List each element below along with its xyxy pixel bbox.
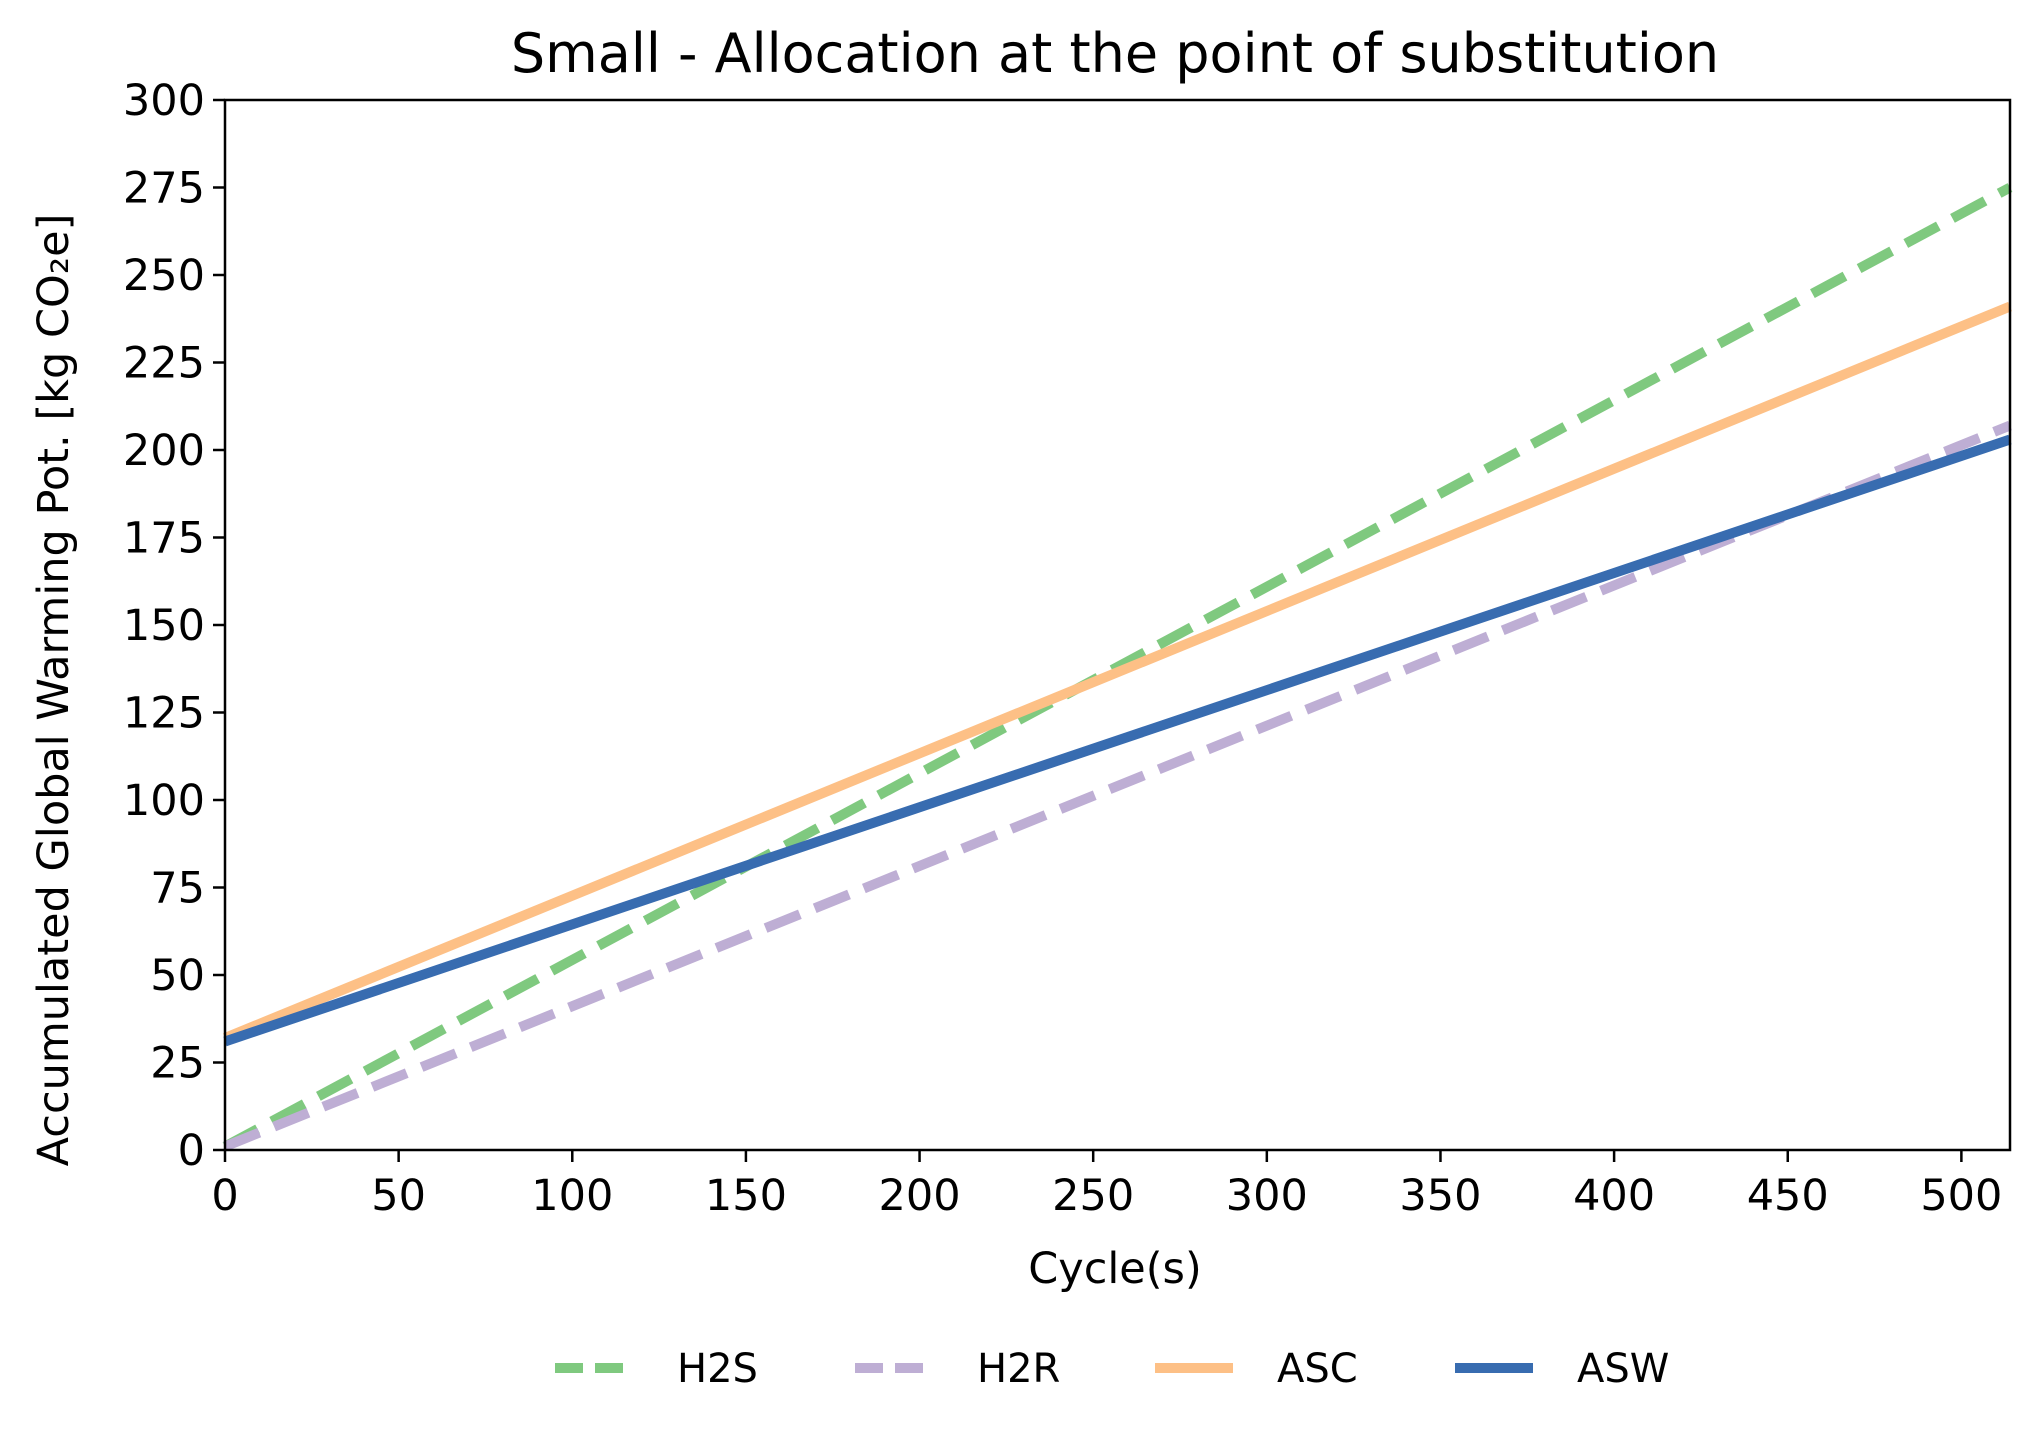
y-axis: 0 25 50 75 100 125 150 175 200 225 250 275 300 [123,76,225,1176]
x-axis-label: Cycle(s) [1028,1244,1201,1294]
x-tick-label: 300 [1226,1171,1308,1221]
chart-title: Small - Allocation at the point of subst… [511,22,1719,85]
legend: H2S H2R ASC ASW [555,1346,1669,1392]
series-line-asc [223,301,2012,1043]
x-tick-label: 450 [1747,1171,1829,1221]
x-tick-label: 100 [531,1171,613,1221]
legend-label: ASC [1277,1346,1358,1392]
series-line-h2r [223,420,2012,1152]
legend-item-asc: ASC [1155,1346,1358,1392]
x-tick-label: 0 [211,1171,238,1221]
y-tick-label: 250 [123,251,205,301]
x-tick-label: 400 [1573,1171,1655,1221]
x-tick-label: 200 [879,1171,961,1221]
y-tick-label: 50 [150,951,205,1001]
legend-item-asw: ASW [1455,1346,1669,1392]
plot-series-group [222,183,2013,1152]
x-axis: 0 50 100 150 200 250 300 350 400 450 500 [211,1150,2002,1221]
plot-frame [223,98,2012,1152]
series-line-asw [223,434,2012,1047]
x-tick-label: 150 [705,1171,787,1221]
x-tick-label: 350 [1399,1171,1481,1221]
y-tick-label: 0 [178,1126,205,1176]
y-tick-label: 150 [123,601,205,651]
legend-label: H2S [677,1346,758,1392]
y-tick-label: 100 [123,776,205,826]
legend-label: ASW [1577,1346,1669,1392]
y-tick-label: 175 [123,514,205,564]
y-axis-label: Accumulated Global Warming Pot. [kg CO₂e… [29,214,79,1167]
legend-label: H2R [977,1346,1060,1392]
x-tick-label: 50 [371,1171,426,1221]
y-tick-label: 125 [123,689,205,739]
y-tick-label: 300 [123,76,205,126]
y-tick-label: 75 [150,864,205,914]
legend-item-h2r: H2R [855,1346,1060,1392]
x-tick-label: 250 [1052,1171,1134,1221]
y-tick-label: 225 [123,339,205,389]
x-tick-label: 500 [1920,1171,2002,1221]
legend-item-h2s: H2S [555,1346,758,1392]
y-tick-label: 275 [123,164,205,214]
y-tick-label: 200 [123,426,205,476]
y-tick-label: 25 [150,1039,205,1089]
